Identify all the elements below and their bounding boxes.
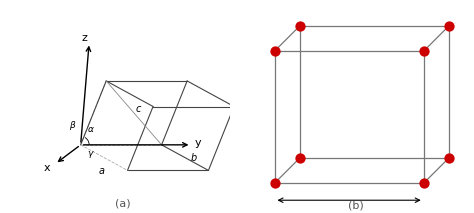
Text: c: c [136, 104, 141, 114]
Point [296, 156, 304, 159]
Text: (a): (a) [116, 199, 131, 209]
Text: z: z [82, 33, 88, 43]
Point [420, 49, 428, 53]
Point [420, 181, 428, 185]
Text: (b): (b) [347, 201, 364, 211]
Point [446, 24, 453, 27]
Text: b: b [191, 153, 197, 163]
Text: $\beta$: $\beta$ [69, 119, 76, 132]
Point [296, 24, 304, 27]
Text: a: a [99, 166, 105, 176]
Text: x: x [43, 163, 50, 173]
Point [271, 49, 278, 53]
Text: y: y [194, 138, 201, 148]
Text: $\gamma$: $\gamma$ [87, 149, 95, 160]
Point [446, 156, 453, 159]
Text: $\alpha$: $\alpha$ [87, 125, 95, 134]
Point [271, 181, 278, 185]
